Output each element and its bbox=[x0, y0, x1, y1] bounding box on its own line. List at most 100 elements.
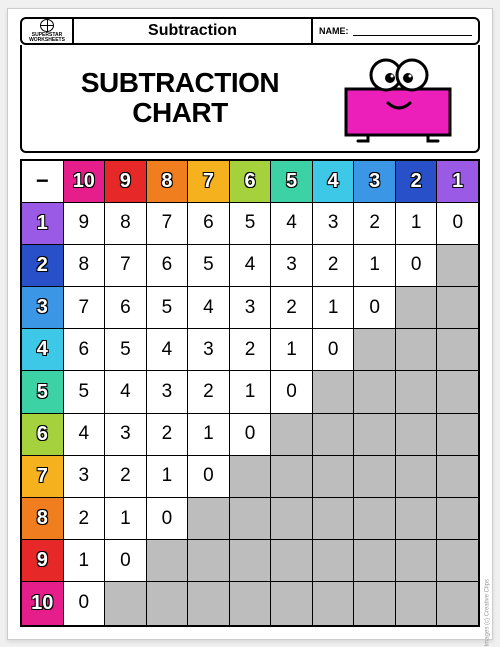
shaded-cell bbox=[230, 582, 272, 624]
value-cell: 2 bbox=[313, 245, 355, 287]
value-cell: 0 bbox=[396, 245, 438, 287]
mascot-body bbox=[346, 89, 450, 135]
name-field: NAME: bbox=[313, 19, 478, 43]
col-header-6: 6 bbox=[230, 161, 272, 203]
value-cell: 3 bbox=[147, 371, 189, 413]
shaded-cell bbox=[396, 498, 438, 540]
value-cell: 3 bbox=[313, 203, 355, 245]
row-header-7: 7 bbox=[22, 456, 64, 498]
shaded-cell bbox=[188, 540, 230, 582]
shaded-cell bbox=[354, 582, 396, 624]
shaded-cell bbox=[354, 371, 396, 413]
row-header-4: 4 bbox=[22, 329, 64, 371]
col-header-7: 7 bbox=[188, 161, 230, 203]
chart-title: SUBTRACTION CHART bbox=[32, 68, 328, 127]
value-cell: 0 bbox=[64, 582, 106, 624]
shaded-cell bbox=[437, 582, 478, 624]
shaded-cell bbox=[396, 371, 438, 413]
row-header-9: 9 bbox=[22, 540, 64, 582]
shaded-cell bbox=[147, 540, 189, 582]
value-cell: 0 bbox=[437, 203, 478, 245]
value-cell: 1 bbox=[230, 371, 272, 413]
value-cell: 3 bbox=[188, 329, 230, 371]
value-cell: 2 bbox=[230, 329, 272, 371]
value-cell: 4 bbox=[188, 287, 230, 329]
value-cell: 1 bbox=[313, 287, 355, 329]
shaded-cell bbox=[188, 582, 230, 624]
value-cell: 1 bbox=[147, 456, 189, 498]
shaded-cell bbox=[230, 498, 272, 540]
value-cell: 0 bbox=[354, 287, 396, 329]
shaded-cell bbox=[437, 498, 478, 540]
value-cell: 8 bbox=[64, 245, 106, 287]
shaded-cell bbox=[396, 582, 438, 624]
col-header-1: 1 bbox=[437, 161, 478, 203]
shaded-cell bbox=[271, 540, 313, 582]
value-cell: 4 bbox=[105, 371, 147, 413]
value-cell: 1 bbox=[188, 414, 230, 456]
name-input-line[interactable] bbox=[353, 26, 473, 36]
value-cell: 1 bbox=[354, 245, 396, 287]
value-cell: 8 bbox=[105, 203, 147, 245]
value-cell: 5 bbox=[105, 329, 147, 371]
shaded-cell bbox=[313, 582, 355, 624]
value-cell: 4 bbox=[147, 329, 189, 371]
value-cell: 6 bbox=[147, 245, 189, 287]
shaded-cell bbox=[354, 456, 396, 498]
shaded-cell bbox=[437, 414, 478, 456]
header-row: SUPERSTAR WORKSHEETS Subtraction NAME: bbox=[20, 17, 480, 45]
shaded-cell bbox=[437, 371, 478, 413]
shaded-cell bbox=[313, 414, 355, 456]
shaded-cell bbox=[313, 540, 355, 582]
value-cell: 2 bbox=[64, 498, 106, 540]
value-cell: 7 bbox=[147, 203, 189, 245]
value-cell: 1 bbox=[105, 498, 147, 540]
value-cell: 7 bbox=[105, 245, 147, 287]
worksheet-page: SUPERSTAR WORKSHEETS Subtraction NAME: S… bbox=[7, 8, 493, 640]
value-cell: 4 bbox=[230, 245, 272, 287]
col-header-2: 2 bbox=[396, 161, 438, 203]
row-header-3: 3 bbox=[22, 287, 64, 329]
value-cell: 7 bbox=[64, 287, 106, 329]
shaded-cell bbox=[396, 414, 438, 456]
col-header-4: 4 bbox=[313, 161, 355, 203]
value-cell: 5 bbox=[64, 371, 106, 413]
globe-icon bbox=[40, 19, 54, 32]
value-cell: 9 bbox=[64, 203, 106, 245]
value-cell: 0 bbox=[147, 498, 189, 540]
shaded-cell bbox=[313, 456, 355, 498]
shaded-cell bbox=[230, 540, 272, 582]
shaded-cell bbox=[396, 287, 438, 329]
shaded-cell bbox=[230, 456, 272, 498]
shaded-cell bbox=[354, 498, 396, 540]
row-header-5: 5 bbox=[22, 371, 64, 413]
row-header-6: 6 bbox=[22, 414, 64, 456]
name-label: NAME: bbox=[319, 26, 349, 36]
col-header-8: 8 bbox=[147, 161, 189, 203]
value-cell: 2 bbox=[188, 371, 230, 413]
col-header-9: 9 bbox=[105, 161, 147, 203]
mascot-character bbox=[328, 53, 468, 143]
value-cell: 3 bbox=[230, 287, 272, 329]
title-block: SUBTRACTION CHART bbox=[20, 45, 480, 153]
value-cell: 3 bbox=[271, 245, 313, 287]
value-cell: 0 bbox=[271, 371, 313, 413]
value-cell: 0 bbox=[313, 329, 355, 371]
shaded-cell bbox=[354, 414, 396, 456]
shaded-cell bbox=[437, 456, 478, 498]
shaded-cell bbox=[105, 582, 147, 624]
value-cell: 6 bbox=[105, 287, 147, 329]
shaded-cell bbox=[271, 498, 313, 540]
shaded-cell bbox=[437, 245, 478, 287]
value-cell: 0 bbox=[230, 414, 272, 456]
value-cell: 5 bbox=[188, 245, 230, 287]
shaded-cell bbox=[354, 540, 396, 582]
title-line-2: CHART bbox=[32, 98, 328, 127]
shaded-cell bbox=[396, 329, 438, 371]
value-cell: 0 bbox=[105, 540, 147, 582]
value-cell: 5 bbox=[147, 287, 189, 329]
logo-text: SUPERSTAR WORKSHEETS bbox=[22, 33, 72, 43]
value-cell: 6 bbox=[188, 203, 230, 245]
value-cell: 2 bbox=[271, 287, 313, 329]
value-cell: 2 bbox=[147, 414, 189, 456]
